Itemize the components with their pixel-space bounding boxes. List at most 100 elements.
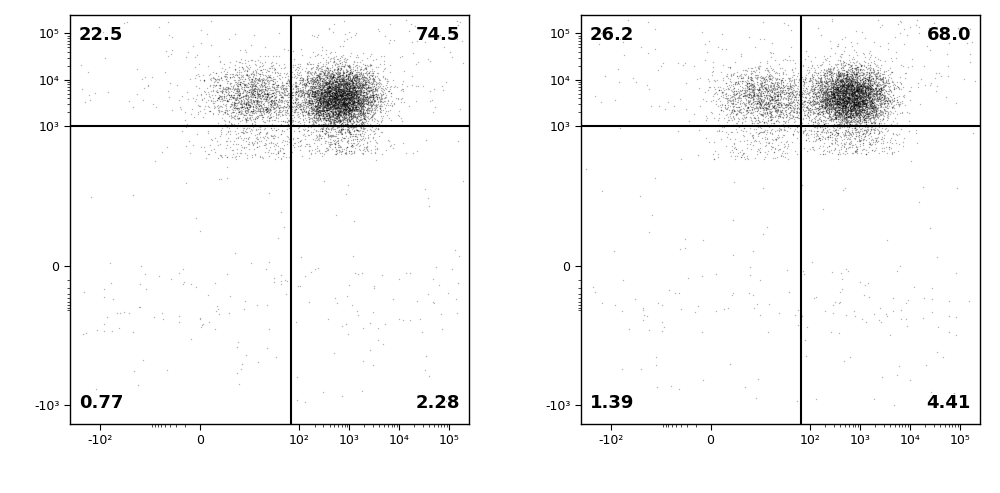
Point [359,94,375,102]
Point [841,51,857,59]
Point [336,113,352,121]
Point [335,93,351,101]
Point [337,102,353,109]
Point [241,110,257,118]
Point [714,127,730,135]
Point [346,92,362,100]
Point [357,61,373,69]
Point [844,64,860,71]
Point [350,127,366,135]
Point [748,74,764,82]
Point [216,72,232,80]
Point [310,100,326,108]
Point [826,90,842,98]
Point [299,140,315,148]
Point [832,104,848,111]
Point [846,93,862,101]
Point [836,80,852,88]
Point [342,105,358,113]
Point [258,83,274,91]
Point [271,95,287,103]
Point [848,91,864,99]
Point [287,82,303,90]
Point [748,100,764,108]
Point [235,73,251,81]
Point [851,92,867,100]
Point [849,83,865,91]
Point [837,90,853,98]
Point [311,111,327,119]
Point [824,96,840,104]
Point [370,25,386,33]
Point [880,105,896,112]
Point [842,120,858,128]
Point [742,97,758,105]
Point [745,87,761,95]
Point [235,65,251,73]
Point [333,97,349,105]
Point [328,81,344,89]
Point [329,103,345,110]
Point [860,86,876,94]
Point [843,84,859,92]
Point [304,99,320,107]
Point [840,82,856,90]
Point [233,98,249,106]
Point [332,85,348,93]
Point [836,89,852,97]
Point [221,118,237,126]
Point [830,93,846,101]
Point [345,100,361,107]
Point [738,66,754,73]
Point [341,91,357,99]
Point [341,69,357,77]
Point [326,110,342,118]
Point [355,70,371,77]
Point [822,70,838,78]
Point [834,98,850,106]
Point [856,82,872,90]
Point [885,103,901,111]
Point [824,74,840,82]
Point [871,123,887,131]
Point [810,111,826,119]
Point [328,100,344,107]
Point [863,97,879,105]
Point [834,96,850,104]
Point [303,99,319,106]
Point [336,57,352,65]
Point [353,111,369,119]
Point [838,85,854,93]
Point [284,148,300,156]
Point [770,100,786,108]
Point [786,105,802,113]
Point [338,91,354,99]
Point [805,99,821,107]
Point [333,65,349,73]
Point [829,91,845,99]
Point [260,85,276,93]
Point [858,84,874,92]
Point [237,87,253,95]
Point [339,92,355,100]
Point [317,76,333,84]
Point [325,72,341,80]
Point [802,94,818,102]
Point [836,114,852,122]
Point [886,96,902,104]
Point [355,107,371,115]
Point [836,114,852,122]
Point [352,70,368,78]
Point [857,86,873,94]
Point [858,101,874,109]
Point [359,54,375,62]
Point [348,92,364,100]
Point [244,107,260,115]
Point [761,92,777,100]
Point [351,101,367,108]
Point [850,78,866,86]
Point [332,105,348,112]
Point [853,88,869,96]
Point [244,126,260,134]
Point [742,94,758,102]
